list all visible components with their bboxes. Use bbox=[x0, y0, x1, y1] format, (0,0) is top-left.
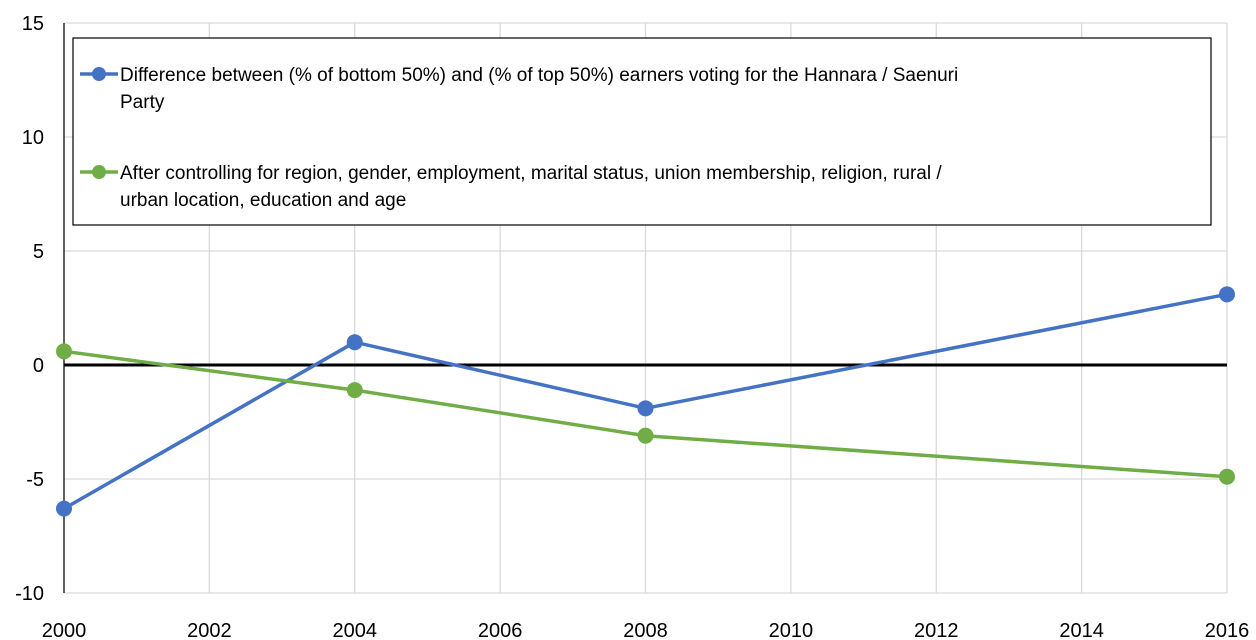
x-tick-label: 2016 bbox=[1205, 620, 1250, 640]
data-point-series-2 bbox=[637, 427, 654, 444]
legend-label: Difference between (% of bottom 50%) and… bbox=[120, 65, 958, 86]
x-tick-label: 2004 bbox=[333, 620, 378, 640]
legend-label: After controlling for region, gender, em… bbox=[120, 163, 942, 184]
data-point-series-2 bbox=[56, 343, 72, 360]
series-line-1 bbox=[63, 292, 1228, 511]
legend-label: Party bbox=[120, 92, 165, 113]
data-point-series-1 bbox=[346, 334, 363, 351]
y-tick-label: 5 bbox=[33, 241, 44, 263]
data-point-series-1 bbox=[56, 500, 72, 517]
y-tick-label: 0 bbox=[33, 355, 44, 377]
x-tick-label: 2000 bbox=[42, 620, 87, 640]
series-layer bbox=[56, 286, 1235, 517]
data-point-series-1 bbox=[637, 400, 654, 417]
y-tick-label: -10 bbox=[15, 583, 44, 605]
y-tick-label: 10 bbox=[22, 127, 44, 149]
data-point-series-1 bbox=[1219, 286, 1235, 303]
x-tick-label: 2014 bbox=[1059, 620, 1104, 640]
x-tick-label: 2010 bbox=[769, 620, 814, 640]
x-tick-label: 2002 bbox=[187, 620, 232, 640]
x-tick-label: 2008 bbox=[623, 620, 668, 640]
legend-box bbox=[72, 37, 1212, 226]
legend-swatch-marker-2 bbox=[92, 165, 106, 179]
y-tick-label: 15 bbox=[22, 13, 44, 35]
legend: Difference between (% of bottom 50%) and… bbox=[72, 37, 1212, 226]
series-line-2 bbox=[63, 349, 1228, 479]
legend-swatch-marker-1 bbox=[92, 67, 106, 81]
y-tick-label: -5 bbox=[26, 469, 44, 491]
axis-tick-labels: 15 10 5 0 -5 -10 2000 2002 2004 2006 2008 2010 2012 2… bbox=[15, 13, 1249, 640]
x-tick-label: 2006 bbox=[478, 620, 523, 640]
data-point-series-2 bbox=[1219, 468, 1235, 485]
x-tick-label: 2012 bbox=[914, 620, 959, 640]
data-point-series-2 bbox=[346, 382, 363, 399]
legend-label: urban location, education and age bbox=[120, 190, 406, 211]
